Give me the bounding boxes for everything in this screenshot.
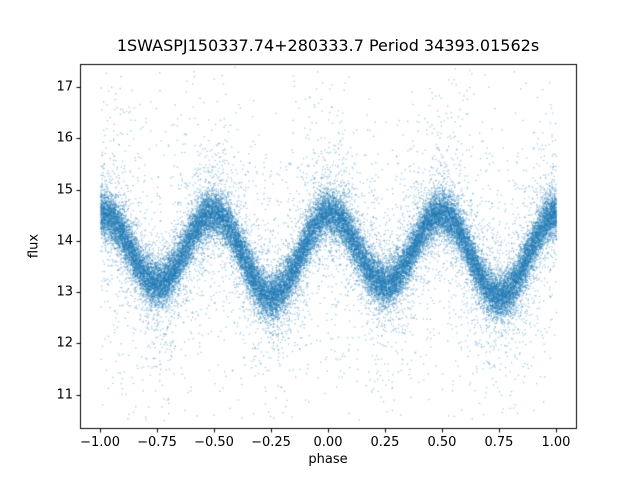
y-tick-label: 13 <box>56 284 73 300</box>
x-tick-label: 0.75 <box>484 435 514 450</box>
x-tick-label: 0.00 <box>313 435 343 450</box>
x-tick-label: −0.75 <box>137 435 177 450</box>
y-axis-label: flux <box>26 233 42 259</box>
x-axis-label: phase <box>308 452 348 467</box>
y-tick-label: 17 <box>56 79 73 95</box>
x-tick-label: 0.50 <box>427 435 457 450</box>
x-tick-label: 1.00 <box>541 435 571 450</box>
x-tick-label: −0.25 <box>251 435 291 450</box>
y-tick-label: 15 <box>56 182 73 198</box>
x-tick-label: 0.25 <box>370 435 400 450</box>
y-tick-label: 16 <box>56 130 73 146</box>
x-tick-label: −0.50 <box>194 435 234 450</box>
y-tick-label: 11 <box>56 387 73 403</box>
y-tick-label: 14 <box>56 233 73 249</box>
x-tick-label: −1.00 <box>80 435 120 450</box>
y-tick-label: 12 <box>56 335 73 351</box>
chart-title: 1SWASPJ150337.74+280333.7 Period 34393.0… <box>116 36 540 55</box>
